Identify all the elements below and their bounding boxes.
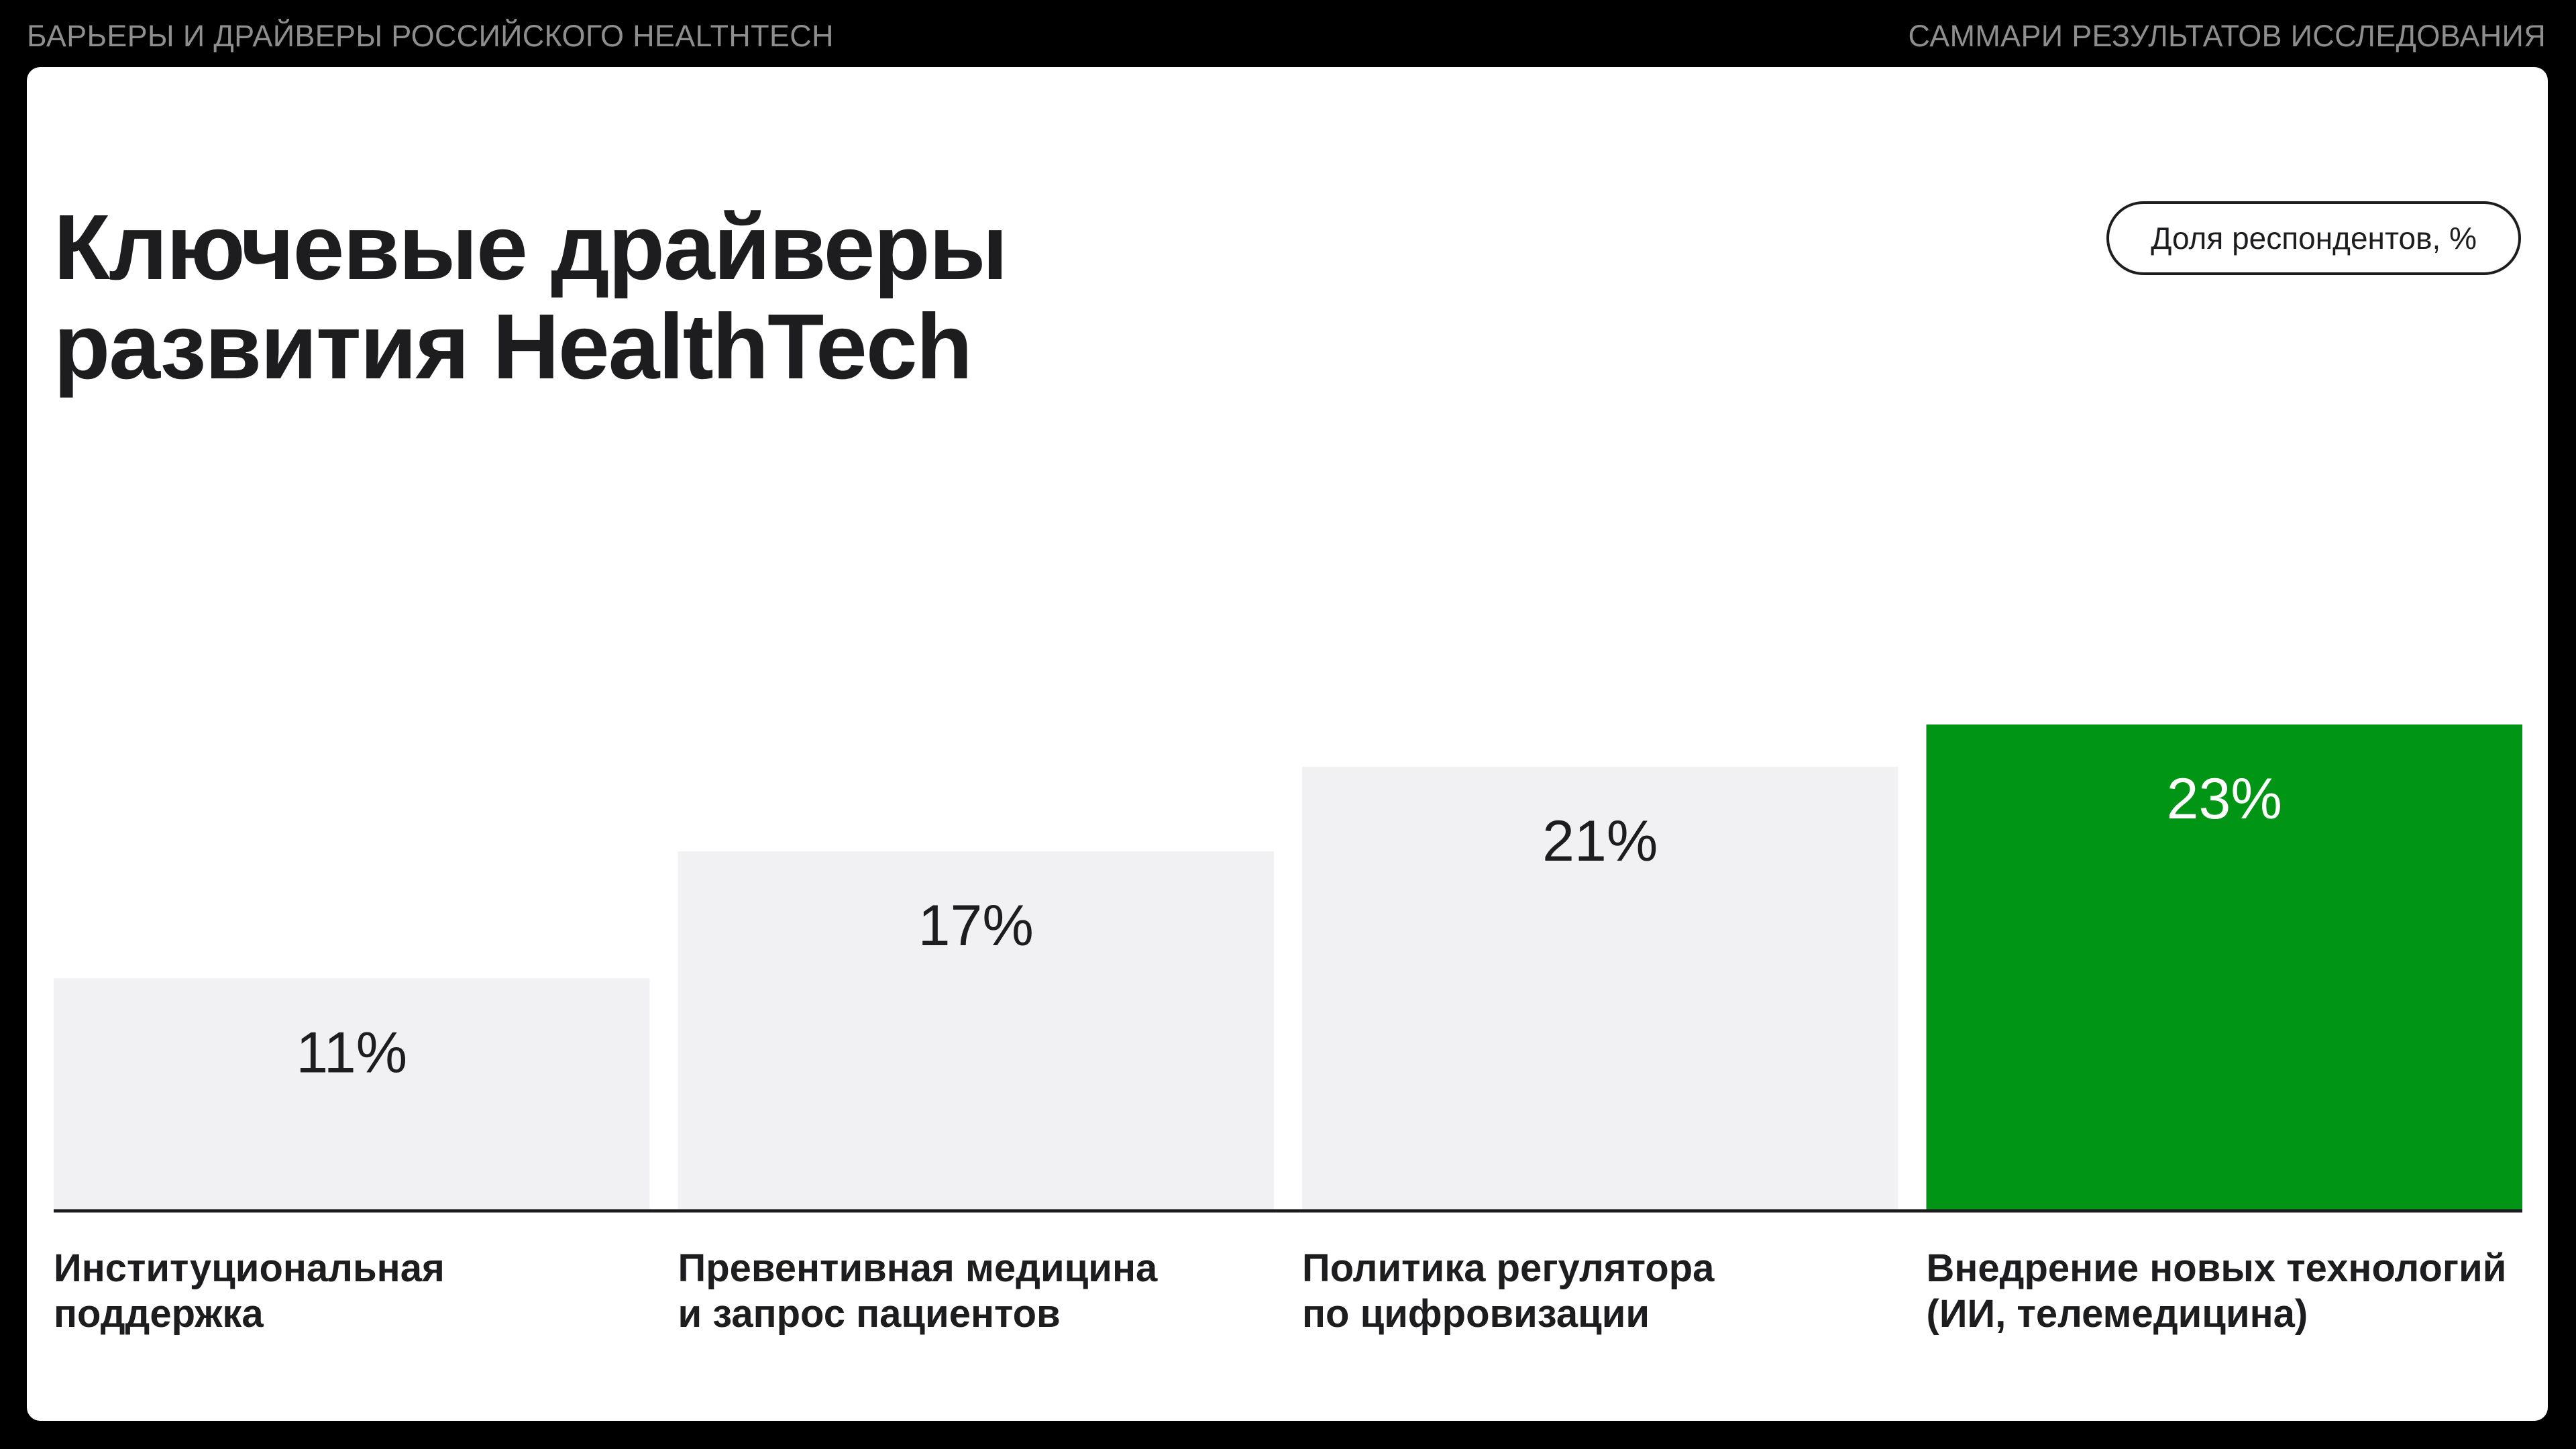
category-label-2: Превентивная медицина и запрос пациентов	[678, 1246, 1158, 1336]
bar-3	[1302, 767, 1898, 1211]
bar-2	[678, 851, 1274, 1211]
category-label-3: Политика регулятора по цифровизации	[1302, 1246, 1715, 1336]
slide-title-line-1: Ключевые драйверы	[54, 196, 1008, 299]
category-label-1: Институциональная поддержка	[54, 1246, 445, 1336]
category-label-line: по цифровизации	[1302, 1292, 1650, 1336]
report-summary-label: САММАРИ РЕЗУЛЬТАТОВ ИССЛЕДОВАНИЯ	[1908, 19, 2546, 53]
category-label-line: Политика регулятора	[1302, 1246, 1715, 1290]
bar-value-label-1: 11%	[296, 1020, 407, 1085]
top-bar: БАРЬЕРЫ И ДРАЙВЕРЫ РОССИЙСКОГО HEALTHTEC…	[0, 0, 2576, 67]
report-section-title: БАРЬЕРЫ И ДРАЙВЕРЫ РОССИЙСКОГО HEALTHTEC…	[27, 19, 834, 53]
bar-chart: 11% Институциональная поддержка 17% Превенти…	[54, 724, 2522, 1336]
bar-value-label-3: 21%	[1542, 809, 1658, 873]
slide-card: Ключевые драйверы развития HealthTech До…	[27, 67, 2548, 1421]
bar-value-label-2: 17%	[918, 894, 1034, 958]
category-label-4: Внедрение новых технологий (ИИ, телемедиц…	[1927, 1246, 2507, 1336]
category-label-line: Внедрение новых технологий	[1927, 1246, 2507, 1290]
bar-value-label-4: 23%	[2167, 767, 2282, 831]
category-label-line: Институциональная	[54, 1246, 445, 1290]
category-label-line: и запрос пациентов	[678, 1292, 1061, 1336]
category-label-line: (ИИ, телемедицина)	[1927, 1292, 2308, 1336]
unit-badge: Доля респондентов, %	[2106, 201, 2521, 275]
category-label-line: поддержка	[54, 1292, 264, 1336]
bar-1	[54, 978, 650, 1211]
slide-title-line-2: развития HealthTech	[54, 295, 973, 398]
slide-title: Ключевые драйверы развития HealthTech	[54, 196, 1008, 398]
bar-4	[1926, 724, 2522, 1211]
category-label-line: Превентивная медицина	[678, 1246, 1158, 1290]
